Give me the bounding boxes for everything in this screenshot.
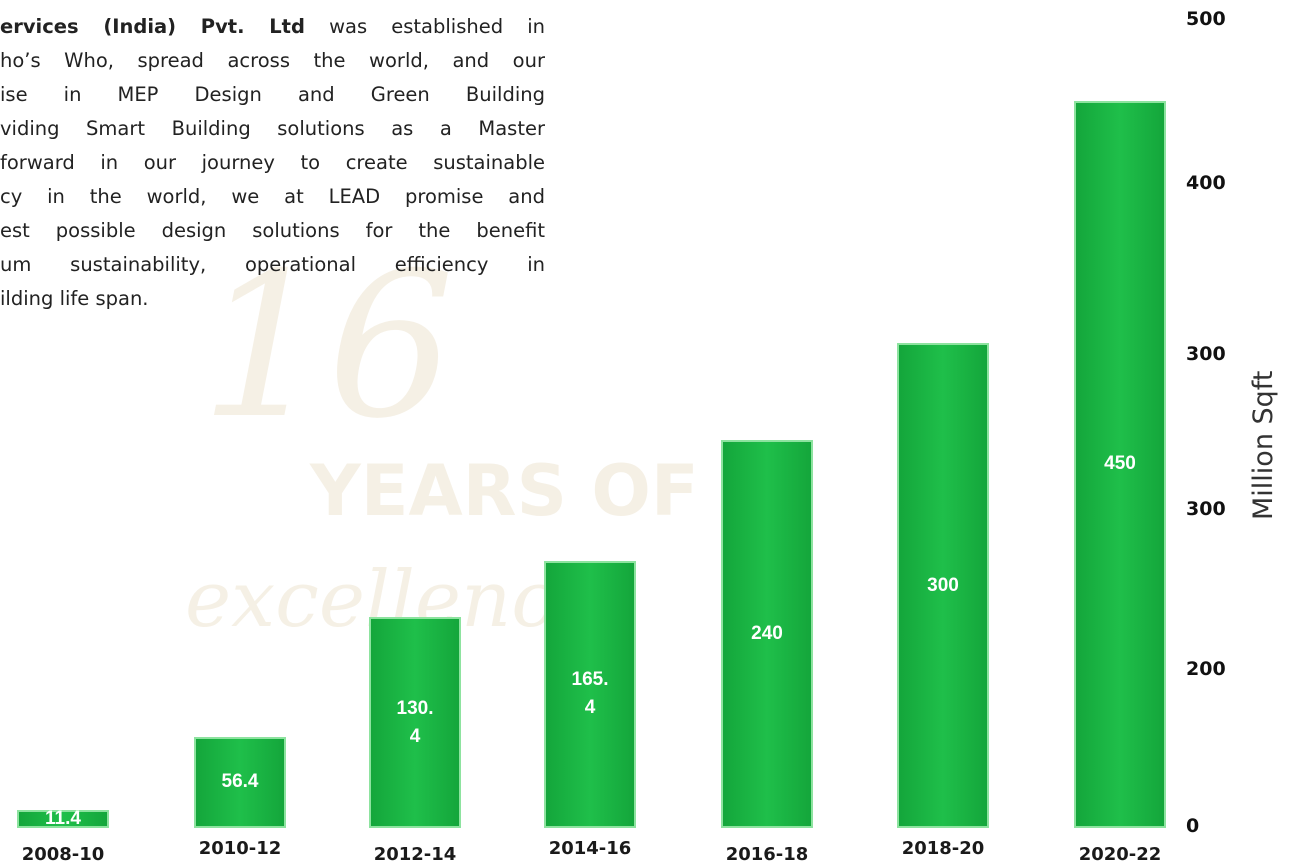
bar: 130.4 (369, 617, 461, 828)
x-tick-label: 2010-12 (170, 838, 310, 859)
bar: 56.4 (194, 737, 286, 828)
y-axis-title: Million Sqft (1248, 400, 1279, 520)
text: viding Smart Building solutions as a Mas… (0, 117, 545, 140)
y-tick-label: 500 (1186, 8, 1226, 30)
text-line: ervices (India) Pvt. Ltd was established… (0, 10, 545, 44)
bar: 450 (1074, 101, 1166, 828)
value-label: 130.4 (392, 695, 438, 751)
value-label: 240 (751, 620, 783, 648)
page: 16 YEARS OF excellenc ervices (India) Pv… (0, 0, 1311, 866)
value-label: 300 (927, 572, 959, 600)
y-tick-label: 300 (1186, 498, 1226, 520)
bar: 240 (721, 440, 813, 828)
x-tick-label: 2008-10 (0, 844, 133, 865)
text-line: ilding life span. (0, 282, 545, 316)
text-line: um sustainability, operational efficienc… (0, 248, 545, 282)
y-tick-label: 200 (1186, 658, 1226, 680)
text-line: viding Smart Building solutions as a Mas… (0, 112, 545, 146)
text-line: ise in MEP Design and Green Building (0, 78, 545, 112)
text: ise in MEP Design and Green Building (0, 83, 545, 106)
bar: 165.4 (544, 561, 636, 828)
value-label: 11.4 (45, 805, 81, 833)
y-tick-label: 0 (1186, 815, 1199, 837)
text-line: forward in our journey to create sustain… (0, 146, 545, 180)
value-label: 56.4 (222, 768, 259, 796)
x-tick-label: 2016-18 (697, 844, 837, 865)
bar: 11.4 (17, 810, 109, 828)
y-tick-label: 300 (1186, 343, 1226, 365)
bar: 300 (897, 343, 989, 828)
text: um sustainability, operational efficienc… (0, 253, 545, 276)
x-tick-label: 2014-16 (520, 838, 660, 859)
text: cy in the world, we at LEAD promise and (0, 185, 545, 208)
text: ilding life span. (0, 287, 149, 310)
company-name: ervices (India) Pvt. Ltd (0, 15, 305, 38)
text-line: cy in the world, we at LEAD promise and (0, 180, 545, 214)
x-tick-label: 2012-14 (345, 844, 485, 865)
intro-text: ervices (India) Pvt. Ltd was established… (0, 10, 545, 316)
value-label: 165.4 (567, 666, 613, 722)
value-label: 450 (1104, 450, 1136, 478)
x-tick-label: 2020-22 (1050, 844, 1190, 865)
text: est possible design solutions for the be… (0, 219, 545, 242)
text-line: est possible design solutions for the be… (0, 214, 545, 248)
text-line: ho’s Who, spread across the world, and o… (0, 44, 545, 78)
text: forward in our journey to create sustain… (0, 151, 545, 174)
x-tick-label: 2018-20 (873, 838, 1013, 859)
text: ho’s Who, spread across the world, and o… (0, 49, 545, 72)
y-tick-label: 400 (1186, 172, 1226, 194)
text: was established in (305, 15, 545, 38)
watermark-line: YEARS OF (310, 450, 699, 532)
